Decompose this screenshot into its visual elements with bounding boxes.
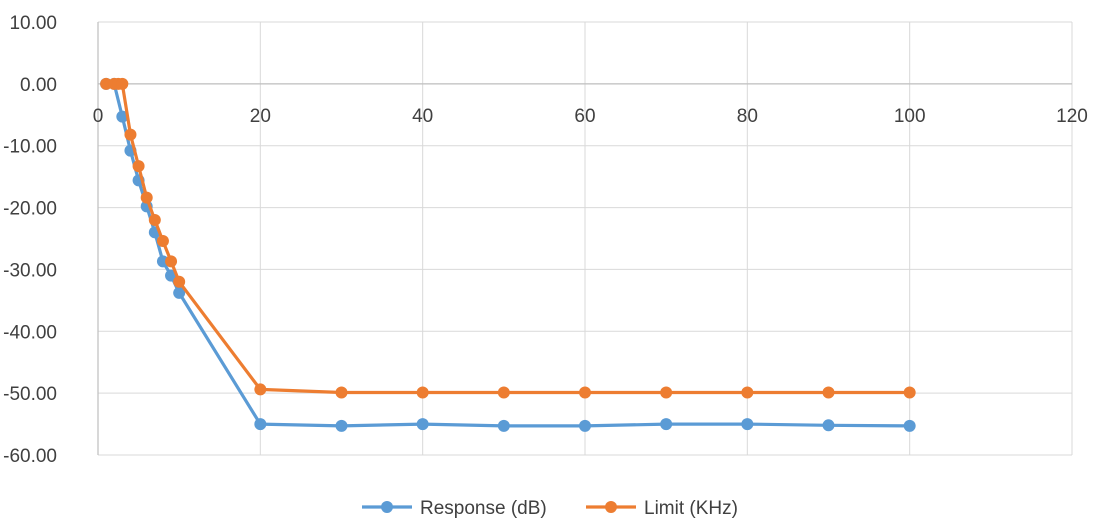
legend-marker	[605, 501, 617, 513]
x-tick-label: 100	[894, 106, 926, 127]
series-0	[100, 77, 916, 432]
data-point	[335, 386, 348, 399]
data-point	[148, 213, 161, 226]
data-point	[165, 255, 178, 268]
data-point	[116, 110, 129, 123]
data-point	[140, 191, 153, 204]
legend-marker	[381, 501, 393, 513]
x-tick-label: 80	[737, 106, 758, 127]
y-tick-label: -60.00	[3, 446, 57, 467]
data-point	[579, 419, 591, 432]
series-line	[106, 82, 910, 428]
data-point	[497, 419, 510, 432]
y-tick-label: 0.00	[20, 75, 57, 96]
data-point	[116, 77, 129, 90]
legend: Response (dB) Limit (KHz)	[362, 498, 738, 519]
data-point	[497, 386, 510, 399]
data-point	[416, 386, 429, 399]
y-tick-label: -30.00	[3, 260, 57, 281]
data-point	[741, 386, 754, 399]
data-point	[173, 275, 186, 288]
data-point	[660, 386, 673, 399]
x-tick-label: 20	[250, 106, 271, 127]
data-point	[335, 419, 348, 432]
y-tick-label: -10.00	[3, 137, 57, 158]
legend-item: Limit (KHz)	[586, 498, 738, 519]
data-point	[822, 419, 835, 432]
y-tick-label: 10.00	[9, 13, 57, 34]
legend-label: Response (dB)	[420, 498, 547, 519]
y-tick-label: -50.00	[3, 384, 57, 405]
y-tick-label: -20.00	[3, 199, 57, 220]
data-point	[254, 418, 267, 431]
series	[100, 77, 916, 432]
x-tick-label: 60	[574, 106, 595, 127]
data-point	[741, 418, 754, 431]
data-point	[903, 386, 916, 399]
data-point	[822, 386, 835, 399]
series-1	[100, 77, 916, 399]
data-point	[903, 419, 916, 432]
x-tick-label: 0	[93, 106, 104, 127]
x-tick-label: 40	[412, 106, 433, 127]
axes: 10.00 0.00 -10.00 -20.00 -30.00 -40.00 -50.00 -…	[3, 13, 1088, 467]
x-tick-label: 120	[1056, 106, 1088, 127]
data-point	[660, 418, 673, 431]
grid	[98, 21, 1073, 456]
legend-item: Response (dB)	[362, 498, 547, 519]
data-point	[132, 160, 145, 173]
data-point	[579, 386, 591, 399]
legend-label: Limit (KHz)	[644, 498, 738, 519]
data-point	[254, 383, 267, 396]
data-point	[124, 128, 137, 141]
y-tick-label: -40.00	[3, 322, 57, 343]
series-line	[106, 82, 910, 395]
data-point	[173, 286, 186, 299]
data-point	[156, 234, 169, 247]
data-point	[416, 418, 429, 431]
